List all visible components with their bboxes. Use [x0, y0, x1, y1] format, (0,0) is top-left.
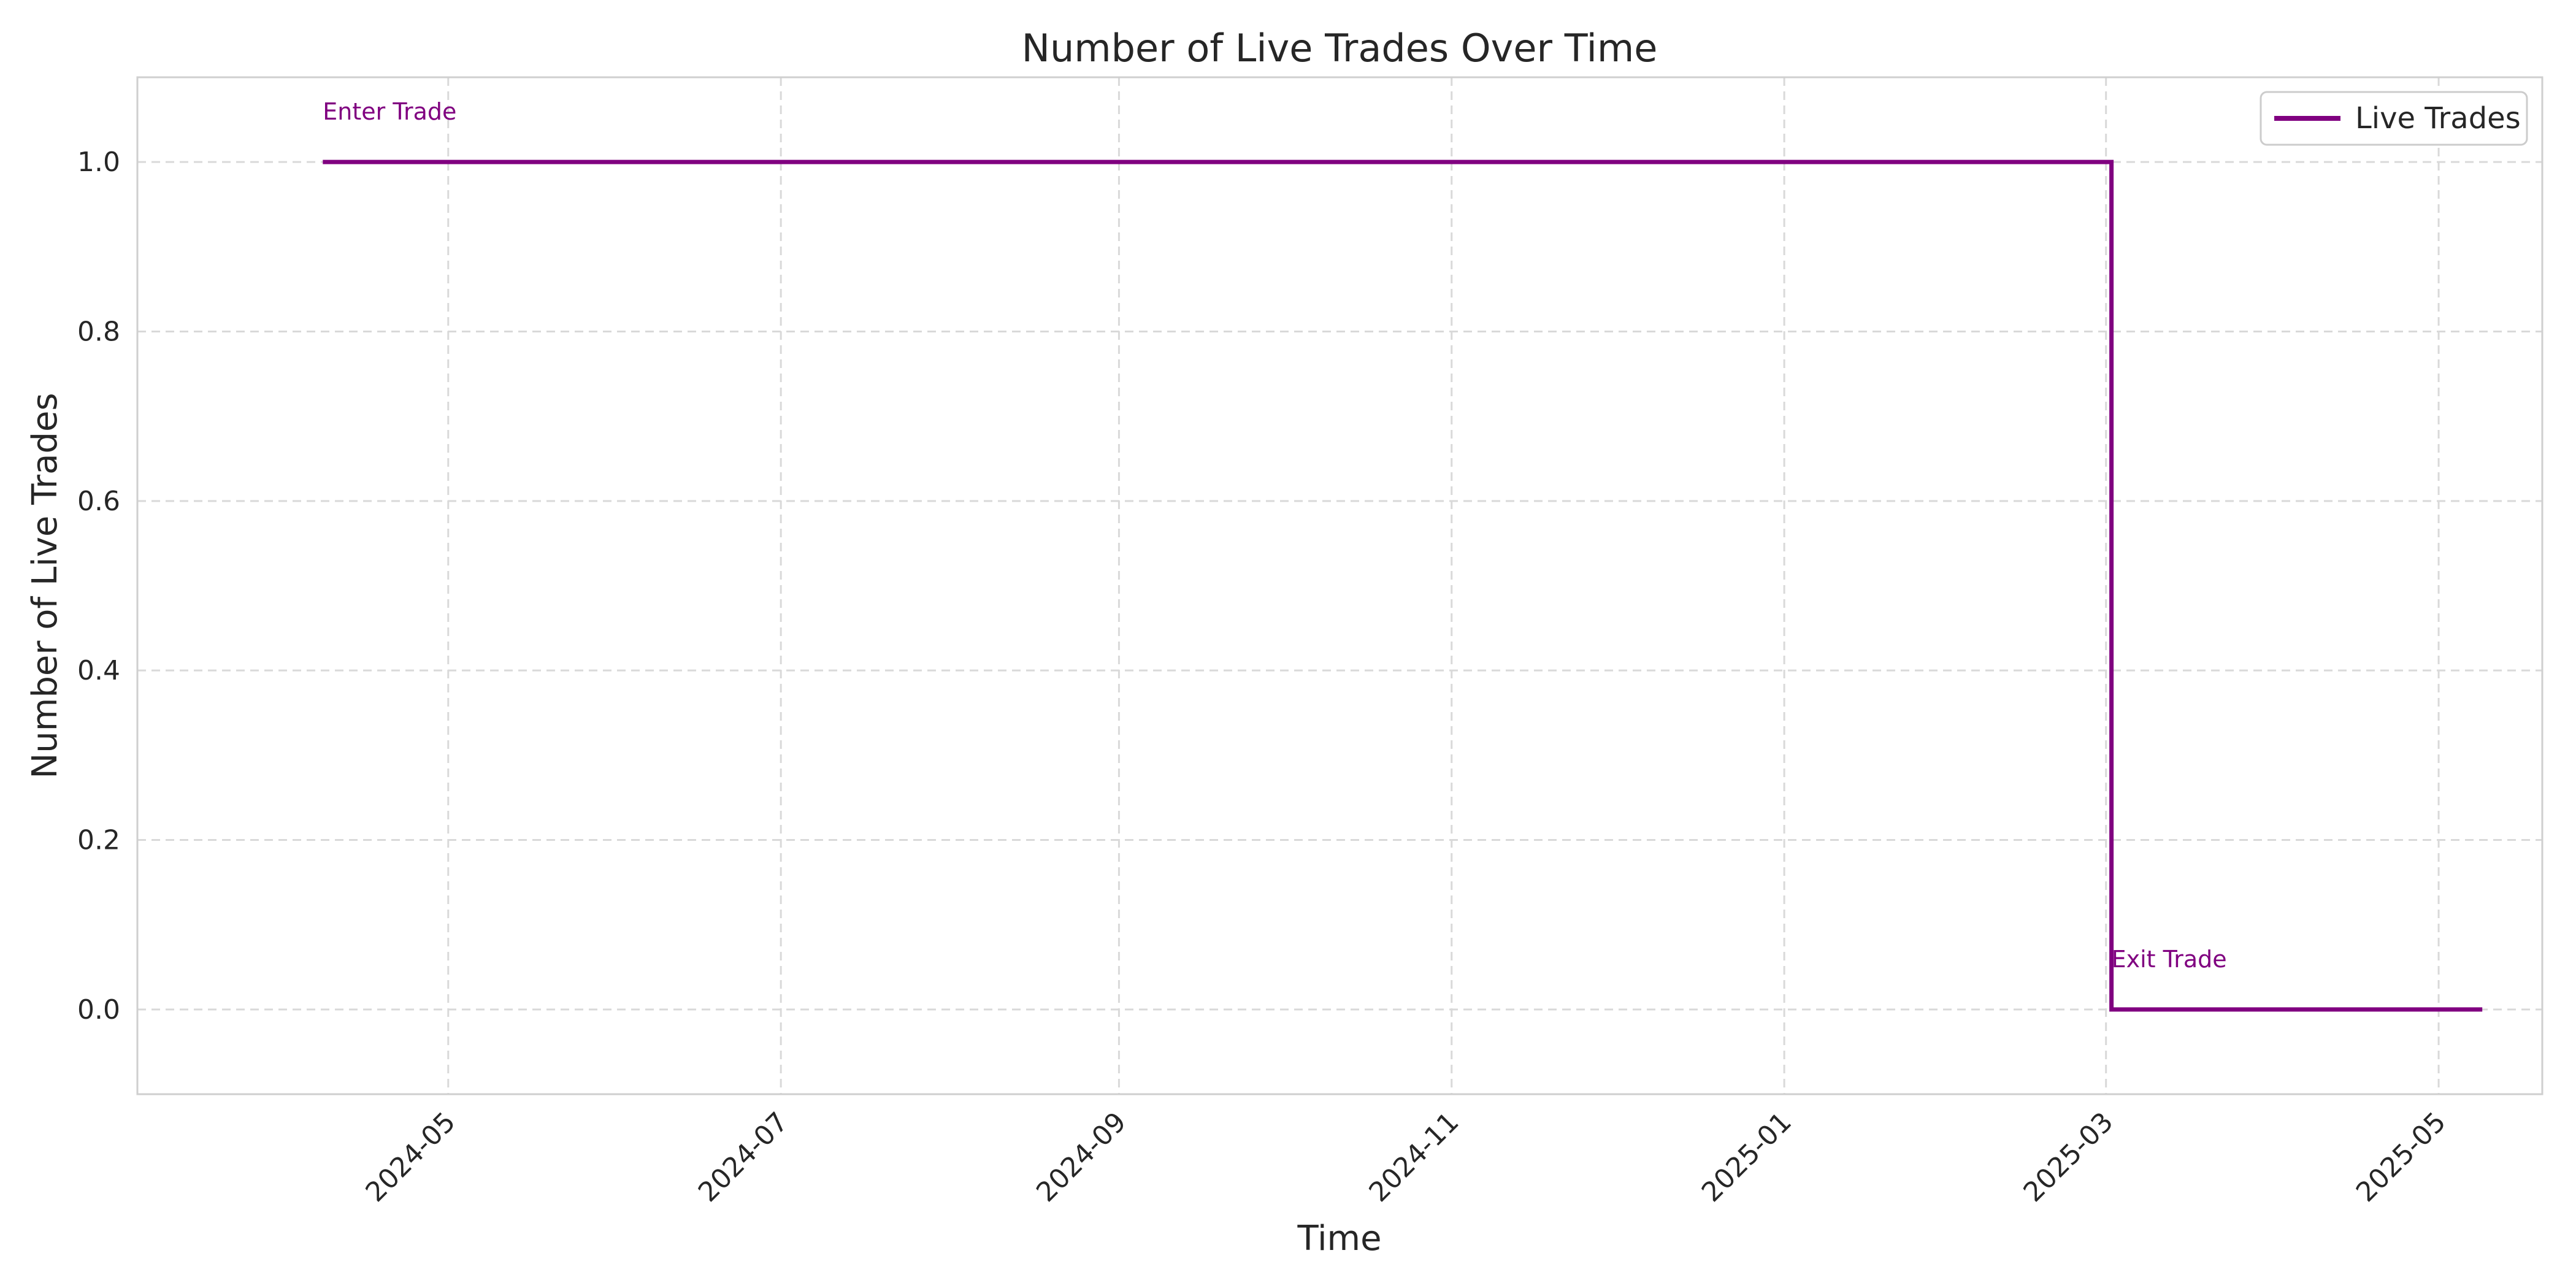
x-axis-title: Time — [1297, 1219, 1381, 1259]
annotation-label: Exit Trade — [2112, 946, 2227, 973]
chart-title: Number of Live Trades Over Time — [1022, 26, 1658, 71]
grid — [137, 77, 2542, 1094]
y-tick-label: 0.8 — [77, 316, 120, 348]
y-tick-label: 0.2 — [77, 825, 120, 856]
legend-label-live-trades: Live Trades — [2355, 101, 2521, 136]
y-tick-label: 0.4 — [77, 655, 120, 686]
annotation-layer: Enter Trade Exit Trade — [323, 98, 2226, 973]
y-tick-label: 1.0 — [77, 147, 120, 178]
annotation-label: Enter Trade — [323, 98, 456, 125]
legend-box — [2260, 91, 2528, 146]
y-axis-title: Number of Live Trades — [25, 393, 65, 778]
legend: Live Trades — [2260, 91, 2528, 146]
series-layer — [323, 159, 2483, 1012]
plot-frame — [136, 76, 2543, 1095]
y-tick-label: 0.0 — [77, 994, 120, 1025]
y-tick-label: 0.6 — [77, 486, 120, 517]
series-line-live-trades — [323, 159, 2483, 1012]
